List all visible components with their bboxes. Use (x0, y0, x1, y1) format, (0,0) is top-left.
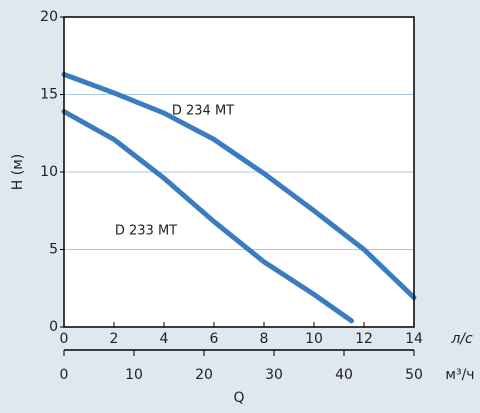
x-tick-label: 2 (110, 331, 119, 347)
y-axis-label: H (м) (10, 154, 26, 190)
x2-tick-label: 0 (60, 367, 69, 383)
x-axis-label: Q (233, 390, 244, 406)
x2-tick-label: 10 (125, 367, 143, 383)
x-tick-label: 10 (305, 331, 323, 347)
x2-tick-label: 40 (335, 367, 353, 383)
x2-tick-label: 20 (195, 367, 213, 383)
y-tick-label: 0 (49, 319, 58, 335)
curve (61, 71, 417, 301)
y-tick-label: 5 (49, 242, 58, 258)
x-tick-label: 4 (160, 331, 169, 347)
y-tick-label: 15 (40, 87, 58, 103)
curve (61, 109, 354, 324)
x2-tick-label: 30 (265, 367, 283, 383)
x-tick-label: 0 (60, 331, 69, 347)
x2-tick-label: 50 (405, 367, 423, 383)
y-tick-label: 10 (40, 164, 58, 180)
series-label: D 233 MT (115, 224, 177, 239)
x-tick-label: 14 (405, 331, 423, 347)
series-label: D 234 MT (172, 104, 234, 119)
x-tick-label: 6 (210, 331, 219, 347)
x-tick-label: 12 (355, 331, 373, 347)
x2-unit: м³/ч (445, 367, 474, 383)
x-tick-label: 8 (260, 331, 269, 347)
y-tick-label: 20 (40, 9, 58, 25)
x-unit: л/с (450, 331, 473, 347)
